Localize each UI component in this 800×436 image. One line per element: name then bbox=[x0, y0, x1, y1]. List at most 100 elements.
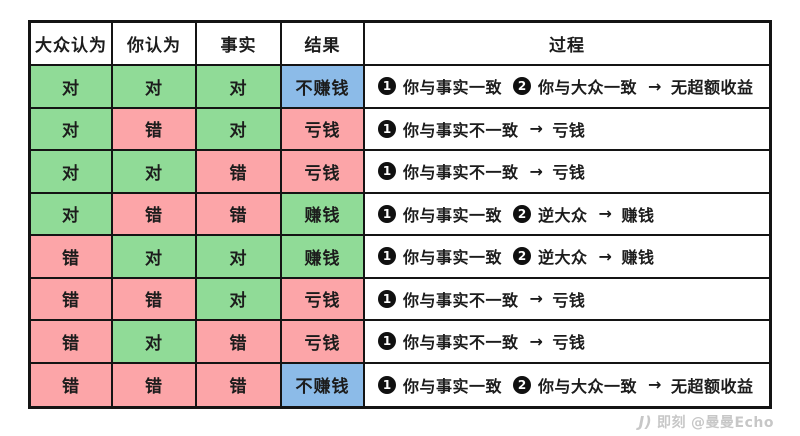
cell-process: 1 你与事实一致 2 逆大众 → 赚钱 bbox=[365, 193, 769, 236]
step-label: 你与事实一致 bbox=[403, 376, 503, 396]
step-number-icon: 2 bbox=[513, 375, 532, 394]
step-number-icon: 1 bbox=[378, 119, 396, 138]
step-number-icon: 2 bbox=[513, 204, 532, 223]
cell-fact: 对 bbox=[197, 108, 282, 151]
step-label: 逆大众 bbox=[538, 205, 588, 225]
arrow-icon: → bbox=[648, 375, 662, 395]
column-header-process: 过程 bbox=[365, 23, 769, 66]
process-step: 1 你与事实一致 bbox=[378, 202, 502, 226]
cell-fact: 错 bbox=[197, 321, 282, 364]
step-label: 你与事实一致 bbox=[403, 205, 503, 225]
process-step: 1 你与事实不一致 bbox=[378, 329, 519, 353]
cell-result: 不赚钱 bbox=[282, 363, 365, 406]
cell-public-view: 对 bbox=[31, 66, 113, 109]
jike-logo-icon: J) bbox=[638, 413, 653, 431]
watermark: J) 即刻 @曼曼Echo bbox=[639, 412, 774, 432]
step-label: 逆大众 bbox=[538, 248, 588, 268]
arrow-icon: → bbox=[529, 119, 544, 139]
arrow-icon: → bbox=[529, 161, 544, 181]
step-number-icon: 1 bbox=[378, 375, 396, 394]
process-outcome: 无超额收益 bbox=[670, 376, 754, 396]
cell-your-view: 错 bbox=[113, 278, 197, 321]
arrow-icon: → bbox=[598, 246, 613, 266]
cell-public-view: 错 bbox=[31, 236, 113, 279]
step-number-icon: 1 bbox=[378, 289, 396, 308]
cell-result: 赚钱 bbox=[282, 193, 365, 236]
cell-public-view: 对 bbox=[31, 193, 113, 236]
process-step: 1 你与事实不一致 bbox=[378, 287, 519, 311]
process-step: 2 逆大众 bbox=[513, 202, 588, 226]
cell-public-view: 错 bbox=[31, 278, 113, 321]
cell-your-view: 对 bbox=[113, 151, 197, 194]
arrow-icon: → bbox=[529, 331, 544, 351]
step-label: 你与事实不一致 bbox=[403, 120, 519, 140]
process-step: 2 你与大众一致 bbox=[513, 74, 637, 98]
process-outcome: 亏钱 bbox=[552, 163, 586, 183]
cell-your-view: 错 bbox=[113, 108, 197, 151]
cell-process: 1 你与事实一致 2 你与大众一致 → 无超额收益 bbox=[365, 66, 769, 109]
column-header-public-view: 大众认为 bbox=[31, 23, 113, 66]
cell-result: 亏钱 bbox=[282, 278, 365, 321]
cell-process: 1 你与事实不一致 → 亏钱 bbox=[365, 151, 769, 194]
process-outcome: 亏钱 bbox=[552, 290, 586, 310]
process-step: 1 你与事实一致 bbox=[378, 74, 502, 98]
step-label: 你与事实不一致 bbox=[403, 290, 519, 310]
cell-result: 亏钱 bbox=[282, 321, 365, 364]
cell-your-view: 错 bbox=[113, 193, 197, 236]
decision-matrix-table: 大众认为 你认为 事实 结果 过程 对对对不赚钱 1 你与事实一致 2 你与大众一致 → 无… bbox=[28, 20, 772, 409]
step-number-icon: 1 bbox=[378, 332, 396, 351]
step-number-icon: 1 bbox=[378, 77, 396, 96]
cell-fact: 错 bbox=[197, 193, 282, 236]
cell-fact: 对 bbox=[197, 66, 282, 109]
step-label: 你与事实一致 bbox=[403, 248, 503, 268]
process-outcome: 亏钱 bbox=[552, 333, 586, 353]
cell-public-view: 错 bbox=[31, 321, 113, 364]
process-step: 1 你与事实不一致 bbox=[378, 159, 519, 183]
cell-your-view: 对 bbox=[113, 236, 197, 279]
cell-process: 1 你与事实不一致 → 亏钱 bbox=[365, 321, 769, 364]
arrow-icon: → bbox=[598, 204, 613, 224]
arrow-icon: → bbox=[648, 76, 662, 96]
cell-process: 1 你与事实不一致 → 亏钱 bbox=[365, 278, 769, 321]
process-step: 1 你与事实不一致 bbox=[378, 117, 519, 141]
step-label: 你与事实不一致 bbox=[403, 333, 519, 353]
step-number-icon: 1 bbox=[378, 162, 396, 181]
process-step: 2 你与大众一致 bbox=[513, 373, 637, 397]
cell-your-view: 错 bbox=[113, 363, 197, 406]
cell-fact: 对 bbox=[197, 236, 282, 279]
watermark-handle: @曼曼Echo bbox=[691, 415, 774, 431]
cell-result: 不赚钱 bbox=[282, 66, 365, 109]
cell-your-view: 对 bbox=[113, 321, 197, 364]
cell-public-view: 对 bbox=[31, 108, 113, 151]
process-outcome: 亏钱 bbox=[552, 120, 586, 140]
process-step: 2 逆大众 bbox=[513, 244, 588, 268]
process-outcome: 赚钱 bbox=[621, 248, 655, 268]
step-label: 你与事实不一致 bbox=[403, 163, 519, 183]
column-header-result: 结果 bbox=[282, 23, 365, 66]
cell-process: 1 你与事实不一致 → 亏钱 bbox=[365, 108, 769, 151]
step-label: 你与大众一致 bbox=[538, 78, 638, 98]
cell-result: 赚钱 bbox=[282, 236, 365, 279]
step-number-icon: 1 bbox=[378, 204, 396, 223]
column-header-fact: 事实 bbox=[197, 23, 282, 66]
cell-process: 1 你与事实一致 2 逆大众 → 赚钱 bbox=[365, 236, 769, 279]
process-step: 1 你与事实一致 bbox=[378, 373, 502, 397]
arrow-icon: → bbox=[529, 289, 544, 309]
process-outcome: 无超额收益 bbox=[670, 78, 754, 98]
process-outcome: 赚钱 bbox=[621, 205, 655, 225]
step-label: 你与大众一致 bbox=[538, 376, 638, 396]
step-number-icon: 2 bbox=[513, 247, 532, 266]
process-step: 1 你与事实一致 bbox=[378, 244, 502, 268]
step-label: 你与事实一致 bbox=[403, 78, 503, 98]
step-number-icon: 1 bbox=[378, 247, 396, 266]
cell-result: 亏钱 bbox=[282, 108, 365, 151]
cell-public-view: 错 bbox=[31, 363, 113, 406]
column-header-your-view: 你认为 bbox=[113, 23, 197, 66]
cell-your-view: 对 bbox=[113, 66, 197, 109]
step-number-icon: 2 bbox=[513, 77, 532, 96]
cell-process: 1 你与事实一致 2 你与大众一致 → 无超额收益 bbox=[365, 363, 769, 406]
cell-result: 亏钱 bbox=[282, 151, 365, 194]
cell-fact: 错 bbox=[197, 363, 282, 406]
cell-fact: 错 bbox=[197, 151, 282, 194]
